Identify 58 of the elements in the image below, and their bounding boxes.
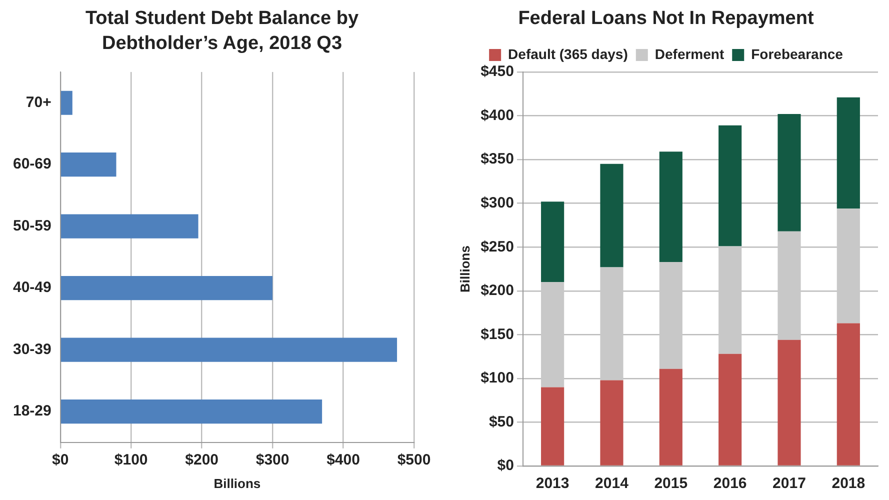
legend-label: Default (365 days) [508, 46, 628, 62]
chart-title: Total Student Debt Balance by Debtholder’s Age, 2018 Q3 [84, 7, 360, 56]
x-tick-label: 2017 [772, 475, 806, 492]
y-tick-label: 50-59 [12, 217, 52, 234]
y-tick-label: $100 [480, 370, 514, 387]
bar [541, 282, 564, 388]
bar [600, 164, 624, 268]
y-tick-label: 70+ [26, 94, 52, 112]
bar [778, 340, 801, 466]
y-tick-label: 30-39 [12, 340, 52, 358]
bar [778, 231, 801, 340]
bar [718, 246, 742, 354]
bar [60, 338, 398, 362]
y-tick-label: $50 [488, 413, 514, 430]
bar [600, 267, 624, 380]
y-tick-label: $350 [480, 150, 514, 168]
x-tick-label: 2015 [654, 475, 688, 492]
x-tick-label: $100 [114, 452, 148, 469]
bar [60, 399, 322, 424]
x-tick-label: 2014 [595, 475, 630, 492]
bar [836, 97, 860, 209]
bar [600, 380, 624, 466]
legend-label: Deferment [654, 46, 724, 62]
x-tick-label: $300 [256, 452, 290, 469]
y-tick-label: $400 [480, 106, 514, 124]
x-tick-label: 2016 [713, 475, 747, 492]
x-tick-label: $200 [185, 452, 219, 469]
y-axis-title: Billions [457, 246, 472, 292]
bar [836, 208, 860, 324]
bar [541, 387, 564, 466]
y-tick-label: 18-29 [12, 402, 52, 420]
bar [60, 214, 198, 238]
y-tick-label: $300 [480, 194, 514, 212]
y-tick-label: $200 [480, 282, 514, 300]
bar [541, 202, 564, 282]
y-tick-label: $450 [480, 63, 514, 80]
y-tick-label: 40-49 [12, 279, 52, 296]
bar [718, 354, 742, 466]
bar [60, 276, 273, 300]
bar [60, 90, 72, 115]
legend-label: Forebearance [751, 46, 844, 62]
y-tick-label: $250 [480, 238, 514, 256]
x-tick-label: 2018 [832, 475, 866, 492]
bar [836, 323, 860, 466]
bar [659, 368, 682, 466]
x-tick-label: $400 [326, 452, 360, 469]
bar [60, 152, 116, 177]
bar [659, 262, 682, 369]
y-tick-label: 60-69 [12, 156, 52, 173]
chart-title: Federal Loans Not In Repayment [517, 7, 815, 31]
x-tick-label: $0 [52, 452, 69, 469]
y-tick-label: $150 [480, 326, 514, 343]
bar [718, 125, 742, 246]
bar [778, 114, 801, 232]
x-tick-label: 2013 [536, 475, 570, 492]
x-axis-title: Billions [214, 476, 261, 491]
bar [659, 152, 682, 262]
x-tick-label: $500 [397, 452, 431, 469]
